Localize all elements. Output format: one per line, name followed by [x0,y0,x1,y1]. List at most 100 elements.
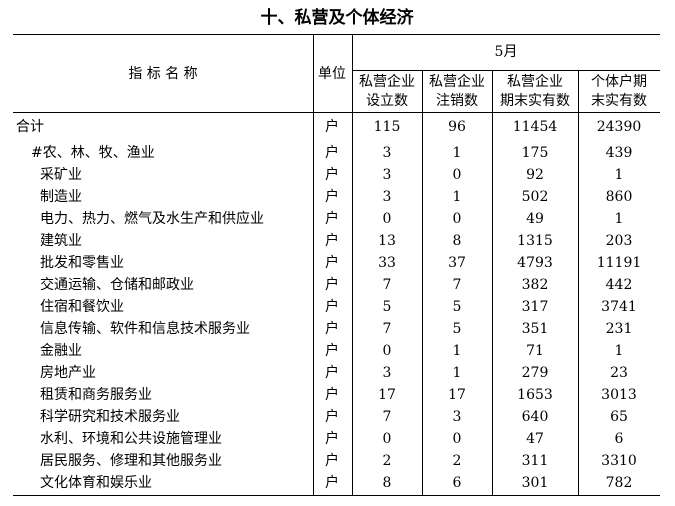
row-name: 信息传输、软件和信息技术服务业 [40,320,250,337]
header-unit: 单位 [318,66,346,82]
row-name: #农、林、牧、渔业 [31,145,155,161]
cell-value: 231 [606,321,633,337]
column-header: 私营企业 [507,73,563,90]
cell-value: 1 [453,189,462,205]
row-unit: 户 [325,298,339,315]
row-unit: 户 [325,430,339,447]
cell-value: 115 [374,119,401,135]
cell-value: 13 [378,233,396,249]
row-unit: 户 [325,232,339,249]
cell-value: 6 [453,475,462,491]
row-unit: 户 [325,144,339,161]
cell-value: 382 [522,277,549,293]
row-unit: 户 [325,386,339,403]
cell-value: 5 [453,321,462,337]
column-header: 私营企业 [429,73,485,90]
row-name: 租赁和商务服务业 [40,387,152,403]
row-name: 建筑业 [40,233,82,249]
row-unit: 户 [325,452,339,469]
cell-value: 3741 [601,299,637,315]
cell-value: 5 [453,299,462,315]
cell-value: 0 [383,343,392,359]
cell-value: 3013 [601,387,637,403]
cell-value: 33 [378,255,396,271]
cell-value: 37 [448,255,466,271]
row-name: 水利、环境和公共设施管理业 [40,431,222,447]
cell-value: 0 [453,211,462,227]
cell-value: 11454 [513,119,558,135]
cell-value: 1 [453,365,462,381]
row-unit: 户 [325,408,339,425]
row-name: 房地产业 [40,365,96,381]
cell-value: 23 [610,365,628,381]
row-name: 交通运输、仓储和邮政业 [40,276,194,293]
cell-value: 3 [383,167,392,183]
column-header: 个体户期 [591,73,647,90]
row-unit: 户 [325,254,339,271]
row-name: 合计 [16,119,44,135]
cell-value: 0 [383,431,392,447]
cell-value: 175 [522,145,549,161]
cell-value: 1 [453,343,462,359]
cell-value: 3 [383,189,392,205]
row-unit: 户 [325,320,339,337]
row-name: 电力、热力、燃气及水生产和供应业 [40,210,264,227]
column-header: 私营企业 [359,73,415,90]
row-name: 批发和零售业 [40,255,124,271]
row-name: 金融业 [40,343,82,359]
cell-value: 0 [453,431,462,447]
column-header: 末实有数 [591,93,647,109]
cell-value: 203 [606,233,633,249]
cell-value: 1653 [517,387,553,403]
cell-value: 17 [448,387,466,403]
header-period: 5月 [495,44,518,60]
cell-value: 782 [606,475,633,491]
row-name: 居民服务、修理和其他服务业 [40,453,222,469]
cell-value: 7 [383,409,392,425]
row-name: 采矿业 [40,167,82,183]
cell-value: 4793 [517,255,553,271]
cell-value: 439 [606,145,633,161]
row-unit: 户 [325,342,339,359]
cell-value: 1 [615,211,624,227]
cell-value: 17 [378,387,396,403]
cell-value: 502 [522,189,549,205]
row-unit: 户 [325,210,339,227]
cell-value: 92 [526,167,544,183]
cell-value: 2 [453,453,462,469]
cell-value: 351 [522,321,549,337]
cell-value: 7 [453,277,462,293]
cell-value: 47 [526,431,544,447]
cell-value: 5 [383,299,392,315]
cell-value: 2 [383,453,392,469]
cell-value: 640 [522,409,549,425]
cell-value: 11191 [597,255,642,271]
cell-value: 7 [383,277,392,293]
cell-value: 301 [522,475,549,491]
cell-value: 8 [383,475,392,491]
cell-value: 65 [610,409,628,425]
cell-value: 442 [606,277,633,293]
cell-value: 7 [383,321,392,337]
row-name: 制造业 [40,189,82,205]
column-header: 设立数 [366,93,408,109]
cell-value: 1 [453,145,462,161]
header-name: 指 标 名 称 [128,66,197,82]
cell-value: 3 [383,145,392,161]
row-unit: 户 [325,118,339,135]
row-name: 住宿和餐饮业 [40,298,124,315]
cell-value: 6 [615,431,624,447]
cell-value: 0 [453,167,462,183]
cell-value: 71 [526,343,544,359]
cell-value: 311 [522,453,549,469]
cell-value: 1315 [517,233,553,249]
row-unit: 户 [325,474,339,491]
cell-value: 279 [522,365,549,381]
cell-value: 860 [606,189,633,205]
row-unit: 户 [325,364,339,381]
row-unit: 户 [325,276,339,293]
cell-value: 1 [615,343,624,359]
cell-value: 96 [448,119,466,135]
